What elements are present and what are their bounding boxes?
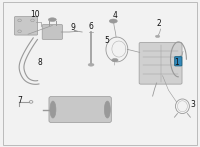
FancyBboxPatch shape: [139, 42, 182, 84]
Ellipse shape: [109, 19, 117, 23]
FancyBboxPatch shape: [42, 25, 62, 39]
Text: 3: 3: [190, 100, 195, 109]
Ellipse shape: [104, 101, 110, 118]
Text: 2: 2: [156, 19, 161, 28]
Ellipse shape: [88, 63, 94, 66]
Ellipse shape: [155, 35, 160, 37]
Ellipse shape: [50, 101, 56, 118]
FancyBboxPatch shape: [49, 97, 111, 123]
Text: 8: 8: [37, 58, 42, 67]
Ellipse shape: [48, 18, 56, 21]
FancyBboxPatch shape: [175, 57, 182, 66]
Text: 5: 5: [105, 36, 109, 45]
FancyBboxPatch shape: [14, 17, 38, 35]
Text: 4: 4: [112, 11, 117, 20]
Text: 7: 7: [17, 96, 22, 105]
Text: 10: 10: [31, 10, 40, 19]
Text: 1: 1: [174, 58, 179, 67]
Ellipse shape: [112, 59, 118, 62]
Text: 9: 9: [71, 23, 76, 32]
Text: 6: 6: [89, 22, 94, 31]
